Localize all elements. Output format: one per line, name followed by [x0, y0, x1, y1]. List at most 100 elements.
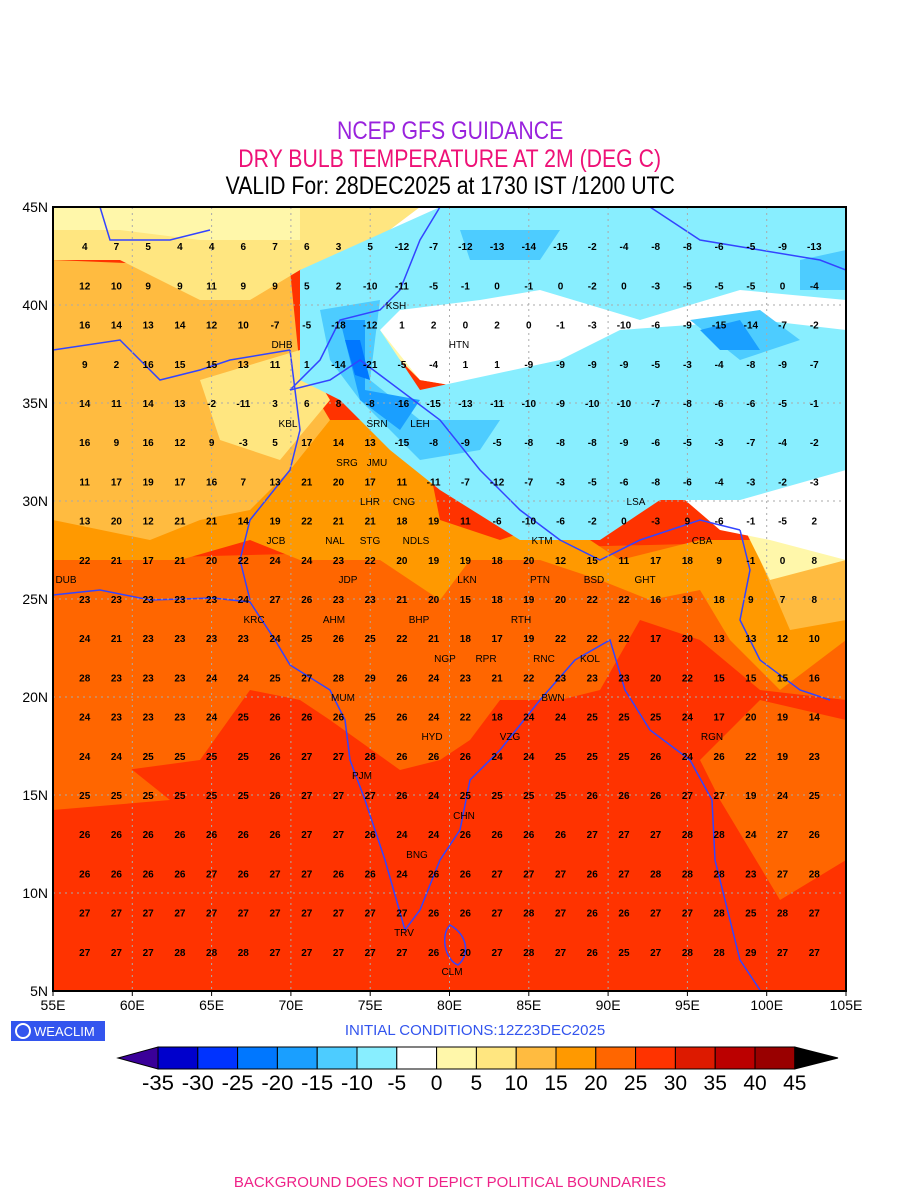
grid-value: 17: [301, 438, 313, 449]
grid-value: 22: [587, 595, 599, 606]
grid-value: -5: [302, 321, 311, 332]
grid-value: 27: [269, 909, 281, 920]
grid-value: -8: [746, 360, 755, 371]
grid-value: 24: [79, 634, 91, 645]
colorbar-swatch: [475, 1046, 517, 1070]
grid-value: -5: [651, 360, 660, 371]
grid-value: -6: [715, 399, 724, 410]
grid-value: 20: [555, 595, 567, 606]
station-labels: DHB KSH HTN KBL SRN LEH JMU SRG LHR CNG LSA STG NDLS…: [55, 301, 723, 978]
grid-value: 5: [145, 242, 151, 253]
grid-value: 4: [177, 242, 183, 253]
grid-value: 29: [745, 948, 757, 959]
grid-value: 26: [269, 830, 281, 841]
grid-value: 22: [618, 634, 630, 645]
grid-value: 26: [269, 791, 281, 802]
grid-value: 23: [111, 595, 123, 606]
grid-value: -13: [807, 242, 822, 253]
grid-value: 1: [304, 360, 310, 371]
grid-value: -1: [461, 281, 470, 292]
grid-value: 19: [523, 595, 535, 606]
grid-value: 13: [238, 360, 250, 371]
grid-value: 3: [336, 242, 342, 253]
colorbar-swatch: [635, 1046, 676, 1070]
station-jdp: JDP: [339, 575, 358, 586]
grid-value: 23: [111, 673, 123, 684]
station-lsa: LSA: [627, 497, 646, 508]
grid-value: 20: [460, 948, 472, 959]
grid-value: -9: [556, 360, 565, 371]
grid-value: 26: [587, 869, 599, 880]
grid-value: 24: [111, 752, 123, 763]
grid-value: 26: [396, 673, 408, 684]
grid-value: -14: [744, 321, 759, 332]
grid-value: -7: [810, 360, 819, 371]
grid-value: 26: [143, 830, 155, 841]
grid-value: -8: [651, 477, 660, 488]
grid-value: 17: [650, 556, 662, 567]
grid-value: 21: [365, 517, 377, 528]
grid-value: 26: [301, 595, 313, 606]
grid-value: 25: [174, 752, 186, 763]
grid-value: 28: [174, 948, 186, 959]
grid-value: 24: [428, 830, 440, 841]
grid-value: -2: [588, 281, 597, 292]
grid-value: -15: [426, 399, 441, 410]
grid-value: -4: [810, 281, 819, 292]
grid-value: 20: [745, 713, 757, 724]
grid-value: -7: [271, 321, 280, 332]
grid-value: 23: [174, 634, 186, 645]
grid-value: 28: [714, 948, 726, 959]
grid-value: 0: [463, 321, 469, 332]
grid-value: 27: [365, 791, 377, 802]
grid-value: 22: [745, 752, 757, 763]
grid-value: 27: [333, 948, 345, 959]
grid-value: 27: [301, 752, 313, 763]
grid-value: 17: [111, 477, 123, 488]
grid-value: -3: [651, 281, 660, 292]
grid-value: 10: [238, 321, 250, 332]
weaclim-logo[interactable]: WEACLIM: [11, 1021, 105, 1041]
grid-value: 17: [714, 713, 726, 724]
grid-value: 24: [206, 673, 218, 684]
grid-value: -9: [524, 360, 533, 371]
gridlines: [53, 207, 846, 991]
grid-value: -4: [429, 360, 438, 371]
grid-value: 25: [555, 791, 567, 802]
grid-value: 11: [206, 281, 217, 292]
grid-value: -11: [427, 477, 441, 488]
grid-value: -14: [522, 242, 537, 253]
grid-value: 9: [716, 556, 722, 567]
grid-value: 2: [811, 517, 817, 528]
grid-value: 23: [745, 869, 757, 880]
grid-value: 25: [269, 673, 281, 684]
grid-value: 27: [79, 909, 91, 920]
coastlines-and-boundaries: [53, 207, 846, 991]
grid-value: 26: [174, 830, 186, 841]
grid-value: 27: [618, 830, 630, 841]
grid-value: 27: [143, 948, 155, 959]
grid-value: 24: [682, 713, 694, 724]
grid-value: 23: [174, 595, 186, 606]
grid-value: 27: [650, 948, 662, 959]
grid-value: 25: [618, 752, 630, 763]
grid-value: -3: [810, 477, 819, 488]
grid-value: 17: [174, 477, 186, 488]
grid-value: -11: [395, 281, 409, 292]
grid-value: 21: [333, 517, 345, 528]
grid-value: 23: [206, 595, 218, 606]
grid-value: 1: [494, 360, 500, 371]
grid-value: 26: [396, 752, 408, 763]
grid-value: -7: [524, 477, 533, 488]
grid-value: 13: [269, 477, 281, 488]
colorbar-swatch: [436, 1046, 477, 1070]
grid-value: 26: [714, 752, 726, 763]
grid-value: 24: [682, 752, 694, 763]
grid-value: -3: [651, 517, 660, 528]
grid-value: 12: [174, 438, 186, 449]
grid-value: 26: [618, 909, 630, 920]
grid-value: 6: [304, 242, 310, 253]
grid-value: 1: [399, 321, 405, 332]
grid-value: 17: [143, 556, 155, 567]
grid-value: 13: [365, 438, 377, 449]
